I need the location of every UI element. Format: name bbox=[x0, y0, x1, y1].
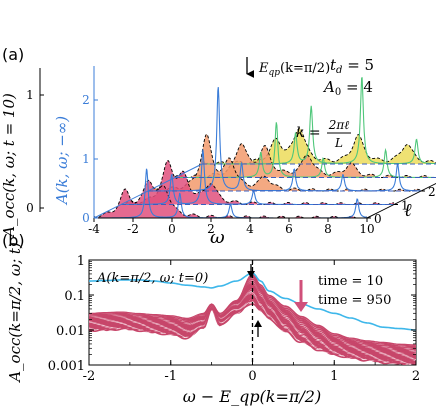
ell-axis-back bbox=[93, 163, 203, 219]
legend-time-10: time = 10 bbox=[318, 274, 383, 289]
left-tick-label: 1 bbox=[26, 88, 34, 102]
y-tick-label: 0.001 bbox=[48, 359, 85, 374]
omega-tick-label: -2 bbox=[127, 222, 139, 236]
panel-b-ylabel: A_occ(k=π/2, ω; t) bbox=[6, 242, 24, 384]
panel-b-plot-area bbox=[89, 260, 416, 365]
blue-tick-label: 0 bbox=[82, 211, 90, 225]
panel-a: (a) -4-202468100123401012 td = 5 A0 = 4 … bbox=[0, 45, 436, 248]
k-formula: k = 2πℓ L bbox=[296, 118, 351, 150]
param-td: td = 5 bbox=[330, 56, 374, 76]
k-formula-num: 2πℓ bbox=[328, 118, 350, 132]
blue-axis-label: A(k, ω; −∞) bbox=[53, 116, 71, 206]
occupied-surface-l0 bbox=[94, 180, 367, 218]
panel-a-ticks: -4-202468100123401012 bbox=[26, 88, 436, 236]
param-a0: A0 = 4 bbox=[322, 78, 373, 98]
panel-a-axes bbox=[39, 66, 436, 219]
x-tick-label: 1 bbox=[330, 369, 338, 384]
time-legend: time = 10 time = 950 bbox=[294, 274, 391, 312]
omega-tick-label: 4 bbox=[246, 222, 254, 236]
panel-b-label: (b) bbox=[2, 231, 25, 250]
k-formula-den: L bbox=[334, 136, 343, 150]
occupied-surface-l2 bbox=[148, 134, 421, 191]
omega-tick-label: 0 bbox=[168, 222, 176, 236]
panel-b: (b) -2 -1 0 1 2 0.001 0.01 0.1 1 A(k=π/2, ω; t=0… bbox=[2, 231, 420, 406]
panel-b-xlabel: ω − E_qp(k=π/2) bbox=[183, 387, 321, 406]
x-tick-label: -1 bbox=[164, 369, 177, 384]
omega-tick-label: 2 bbox=[207, 222, 215, 236]
qp-arrow-label: Eqp(k=π/2) bbox=[258, 61, 330, 78]
omega-tick-label: 8 bbox=[324, 222, 332, 236]
ell-tick-label: 0 bbox=[374, 212, 382, 226]
panel-b-ticks: -2 -1 0 1 2 0.001 0.01 0.1 1 bbox=[48, 254, 420, 384]
qp-arrow: Eqp(k=π/2) bbox=[246, 57, 330, 78]
ell-tick-label: 2 bbox=[428, 185, 436, 199]
band-curve bbox=[89, 292, 416, 360]
legend-time-950: time = 950 bbox=[318, 293, 391, 308]
omega-tick-label: -4 bbox=[88, 222, 100, 236]
ell-tick-label: 1 bbox=[401, 199, 409, 213]
blue-tick-label: 2 bbox=[82, 93, 90, 107]
spectral-curve-l4 bbox=[202, 77, 436, 165]
x-tick-label: -2 bbox=[83, 369, 96, 384]
panel-b-annotation: A(k=π/2, ω; t=0) bbox=[96, 271, 208, 286]
k-formula-lhs: k = bbox=[296, 125, 321, 141]
y-tick-label: 1 bbox=[77, 254, 85, 269]
omega-tick-label: 10 bbox=[359, 222, 374, 236]
ell-axis-label: ℓ bbox=[404, 200, 412, 221]
y-tick-label: 0.01 bbox=[56, 324, 85, 339]
occupied-outline-l4 bbox=[201, 127, 436, 165]
blue-tick-label: 1 bbox=[82, 152, 90, 166]
omega-tick-label: 6 bbox=[285, 222, 293, 236]
omega-axis-label: ω bbox=[210, 227, 225, 248]
x-tick-label: 2 bbox=[412, 369, 420, 384]
peak-arrows bbox=[247, 264, 262, 337]
x-tick-label: 0 bbox=[248, 369, 256, 384]
y-tick-label: 0.1 bbox=[64, 289, 85, 304]
panel-a-label: (a) bbox=[2, 45, 24, 64]
occupied-surface-l1 bbox=[121, 160, 394, 205]
left-tick-label: 0 bbox=[26, 201, 34, 215]
left-axis-label: A_occ(k, ω; t = 10) bbox=[0, 93, 18, 239]
band-curve bbox=[89, 299, 416, 365]
